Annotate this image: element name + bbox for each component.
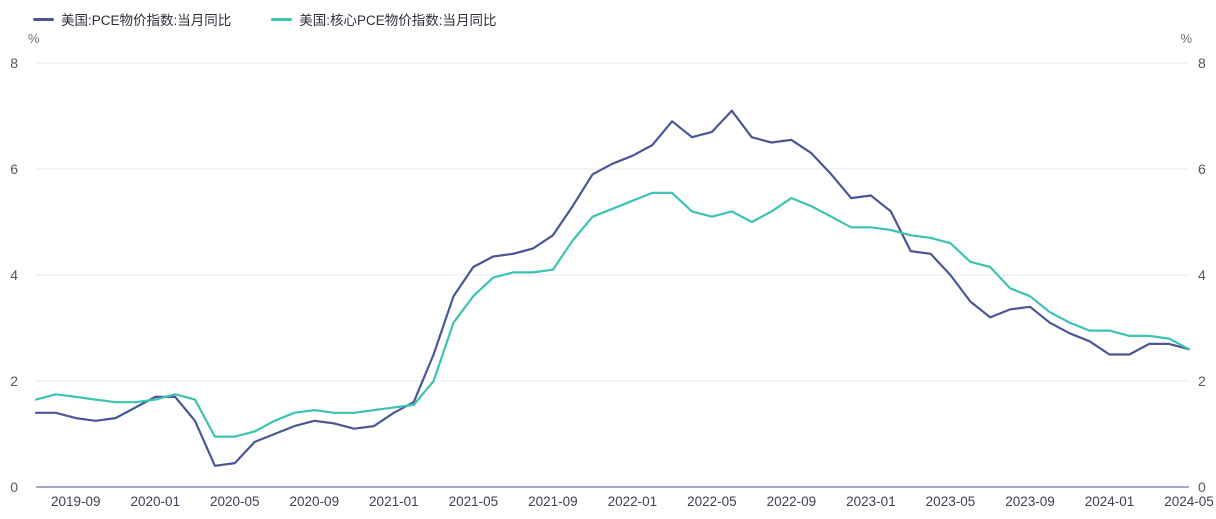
y-tick-label-right: 6	[1198, 161, 1206, 177]
x-tick-label: 2019-09	[51, 494, 101, 509]
x-tick-label: 2022-05	[687, 494, 737, 509]
x-tick-label: 2024-05	[1164, 494, 1214, 509]
y-tick-label-left: 2	[10, 373, 18, 389]
pce-series-line	[34, 109, 1191, 467]
chart-legend: 美国:PCE物价指数:当月同比 美国:核心PCE物价指数:当月同比	[33, 9, 497, 29]
x-tick-label: 2020-01	[131, 494, 181, 509]
x-tick-label: 2020-05	[210, 494, 260, 509]
legend-label-core-pce: 美国:核心PCE物价指数:当月同比	[299, 13, 497, 28]
y-axis-unit-left: %	[28, 31, 40, 46]
x-tick-label: 2022-09	[767, 494, 817, 509]
x-tick-label: 2024-01	[1085, 494, 1135, 509]
x-tick-label: 2023-01	[846, 494, 896, 509]
x-tick-label: 2023-09	[1005, 494, 1055, 509]
y-axis-unit-right: %	[1180, 31, 1192, 46]
y-tick-label-right: 4	[1198, 267, 1206, 283]
y-tick-label-left: 0	[10, 479, 18, 495]
y-tick-label-left: 6	[10, 161, 18, 177]
y-tick-label-left: 4	[10, 267, 18, 283]
y-tick-label-left: 8	[10, 55, 18, 71]
x-tick-label: 2020-09	[290, 494, 340, 509]
x-tick-label: 2021-05	[449, 494, 499, 509]
x-tick-label: 2022-01	[608, 494, 658, 509]
legend-item-core-pce[interactable]: 美国:核心PCE物价指数:当月同比	[271, 9, 497, 29]
core-pce-legend-line-icon	[271, 17, 293, 21]
pce-legend-line-icon	[33, 17, 54, 21]
x-tick-label: 2021-01	[369, 494, 419, 509]
y-tick-label-right: 0	[1198, 479, 1206, 495]
legend-item-pce[interactable]: 美国:PCE物价指数:当月同比	[33, 9, 231, 29]
x-tick-label: 2023-05	[926, 494, 976, 509]
core-pce-series-line	[34, 191, 1191, 438]
x-tick-label: 2021-09	[528, 494, 578, 509]
legend-label-pce: 美国:PCE物价指数:当月同比	[61, 13, 232, 28]
y-tick-label-right: 8	[1198, 55, 1206, 71]
y-tick-label-right: 2	[1198, 373, 1206, 389]
